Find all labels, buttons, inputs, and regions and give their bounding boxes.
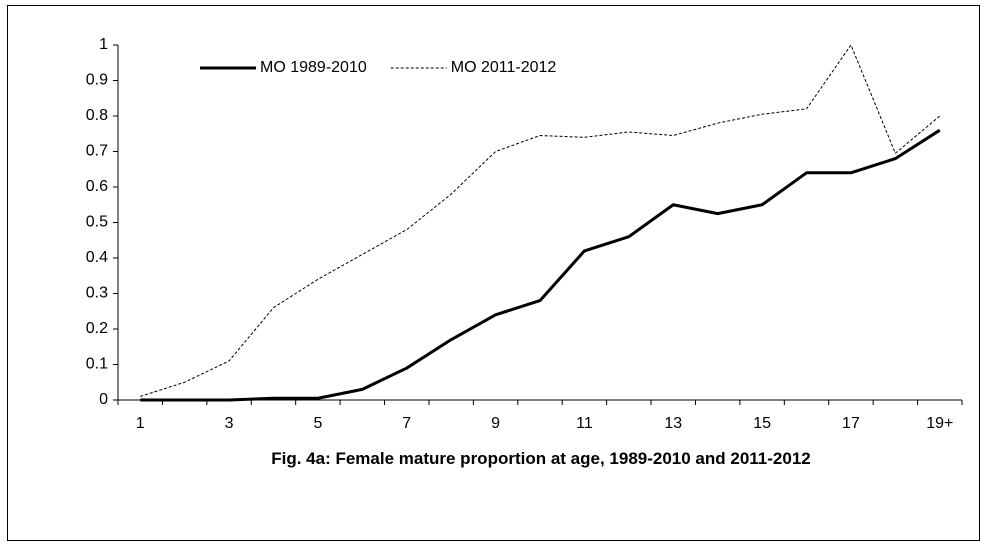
y-tick-label: 0.8 (86, 107, 108, 124)
x-tick-label: 11 (576, 415, 593, 432)
legend-label: MO 2011-2012 (451, 59, 557, 76)
series-line (140, 44, 941, 397)
y-tick-label: 0.6 (86, 178, 108, 195)
x-tick-label: 13 (664, 415, 682, 432)
x-tick-label: 1 (136, 415, 145, 432)
x-tick-label: 15 (753, 415, 771, 432)
series-line (140, 128, 941, 402)
y-tick-label: 0 (99, 391, 108, 408)
y-tick-label: 0.3 (86, 285, 108, 302)
legend-label: MO 1989-2010 (260, 59, 367, 76)
x-tick-label: 9 (491, 415, 500, 432)
y-tick-label: 0.5 (86, 214, 108, 231)
x-tick-label: 7 (402, 415, 411, 432)
x-tick-label: 17 (842, 415, 860, 432)
y-tick-label: 0.9 (86, 72, 108, 89)
x-tick-label: 3 (225, 415, 234, 432)
y-tick-label: 1 (99, 36, 108, 53)
x-tick-label: 19+ (926, 415, 953, 432)
chart-title: Fig. 4a: Female mature proportion at age… (271, 449, 811, 468)
y-tick-label: 0.7 (86, 143, 108, 160)
y-tick-label: 0.4 (86, 249, 108, 266)
y-tick-label: 0.2 (86, 320, 108, 337)
y-tick-label: 0.1 (86, 356, 108, 373)
x-tick-label: 5 (313, 415, 322, 432)
chart-frame (7, 5, 980, 541)
